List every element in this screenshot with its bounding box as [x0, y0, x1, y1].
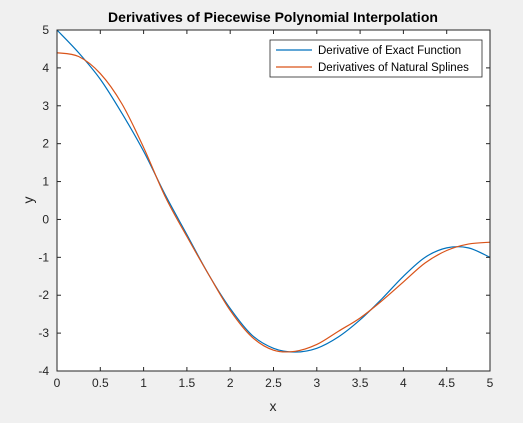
x-tick-label: 4 — [400, 376, 407, 390]
x-ticks: 0 0.5 1 1.5 2 2.5 3 3.5 4 4.5 5 — [54, 30, 494, 390]
x-tick-label: 4.5 — [438, 376, 455, 390]
series-layer — [56, 29, 491, 353]
x-tick-label: 0 — [54, 376, 61, 390]
legend-box — [269, 39, 483, 78]
y-tick-label: 1 — [42, 175, 49, 189]
x-tick-label: 1 — [140, 376, 147, 390]
y-tick-label: 5 — [42, 23, 49, 37]
series-line-exact-derivative — [56, 29, 491, 353]
y-ticks: -4 -3 -2 -1 0 1 2 3 4 5 — [38, 23, 490, 378]
axes-background — [57, 30, 490, 371]
legend[interactable]: Derivative of Exact Function Derivatives… — [269, 39, 483, 78]
y-axis-label: y — [20, 197, 36, 204]
x-tick-label: 3 — [313, 376, 320, 390]
x-tick-label: 5 — [487, 376, 494, 390]
x-tick-label: 1.5 — [179, 376, 196, 390]
y-tick-label: -1 — [38, 250, 49, 264]
y-tick-label: -4 — [38, 364, 49, 378]
y-tick-label: 0 — [42, 212, 49, 226]
series-line-natural-spline-derivative — [56, 52, 491, 353]
x-tick-label: 2.5 — [265, 376, 282, 390]
x-tick-label: 3.5 — [352, 376, 369, 390]
y-tick-label: -2 — [38, 288, 49, 302]
legend-label-exact: Derivative of Exact Function — [318, 45, 461, 57]
x-tick-label: 0.5 — [92, 376, 109, 390]
x-tick-label: 2 — [227, 376, 234, 390]
y-tick-label: 2 — [42, 137, 49, 151]
y-tick-label: -3 — [38, 326, 49, 340]
y-tick-label: 4 — [42, 61, 49, 75]
x-axis-label: x — [270, 398, 277, 414]
legend-label-spline: Derivatives of Natural Splines — [318, 62, 469, 74]
chart-title: Derivatives of Piecewise Polynomial Inte… — [108, 9, 438, 25]
y-tick-label: 3 — [42, 99, 49, 113]
